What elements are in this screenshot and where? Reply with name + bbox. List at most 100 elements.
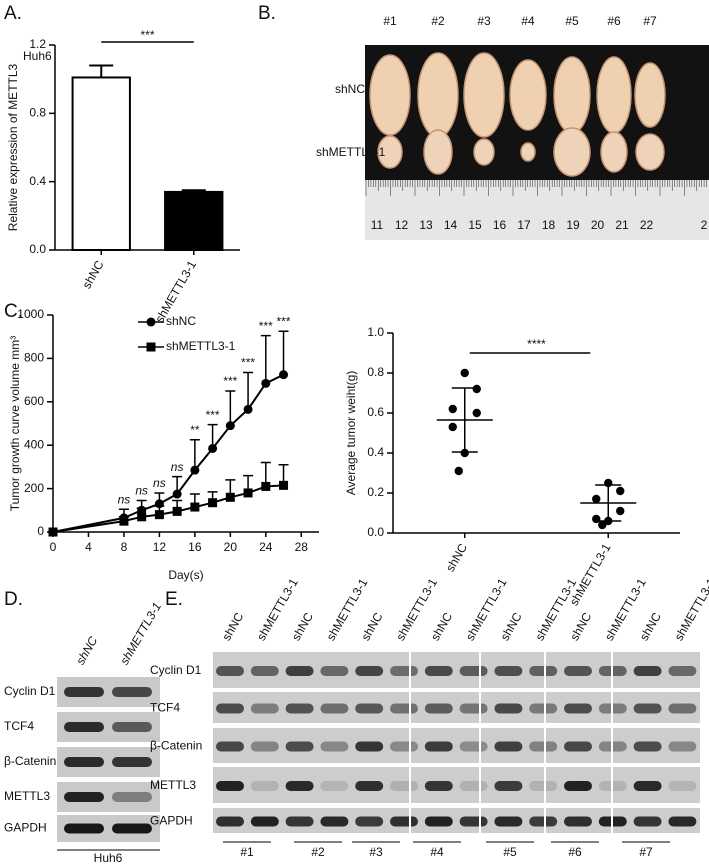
marker (119, 516, 129, 526)
band (216, 816, 244, 827)
lane-label: shNC (637, 610, 664, 643)
band (459, 666, 488, 676)
x-tick-label: 24 (259, 540, 273, 554)
point (616, 486, 625, 496)
series-line (52, 373, 284, 533)
band (424, 781, 453, 791)
band (112, 823, 152, 834)
band (112, 722, 152, 732)
band (564, 703, 592, 714)
band (320, 816, 349, 827)
point (460, 368, 469, 378)
band (285, 666, 314, 676)
significance: *** (140, 28, 154, 42)
tumor (463, 52, 505, 138)
band (529, 781, 558, 791)
band (633, 781, 662, 791)
column-label: #2 (431, 14, 445, 28)
ruler-label: 14 (444, 218, 458, 232)
error-bar (89, 64, 114, 78)
panel-label: A. (4, 3, 22, 24)
band (668, 781, 697, 791)
marker (154, 510, 164, 520)
row-label: METTL3 (4, 789, 50, 803)
marker (261, 481, 271, 491)
band (424, 741, 453, 752)
y-tick-label: 800 (24, 351, 44, 365)
panel-label: E. (165, 589, 183, 610)
marker (208, 443, 218, 453)
marker (261, 378, 271, 388)
error-bar (189, 439, 200, 471)
band (390, 703, 418, 714)
row-label: METTL3 (150, 778, 196, 792)
significance: **** (527, 337, 546, 351)
band (668, 666, 697, 676)
band (320, 666, 349, 676)
y-tick-label: 0.6 (367, 405, 384, 419)
band (494, 781, 523, 791)
ruler-label: 16 (493, 218, 507, 232)
ruler-label: 19 (566, 218, 580, 232)
y-axis-label: Average tumor weiht(g) (344, 371, 358, 496)
band (64, 823, 104, 834)
marker (225, 492, 235, 502)
band (355, 741, 384, 752)
band (668, 816, 697, 827)
bar (164, 190, 224, 252)
x-tick-label: 4 (85, 540, 92, 554)
y-tick-label: 0.0 (367, 525, 384, 539)
x-tick-label: shNC (79, 258, 106, 291)
significance: ns (135, 484, 148, 498)
x-tick-label: 16 (188, 540, 202, 554)
column-label: #3 (477, 14, 491, 28)
band (494, 703, 523, 714)
band (320, 703, 349, 714)
ruler-label: 13 (419, 218, 433, 232)
band (459, 781, 488, 791)
row-label: GAPDH (150, 814, 193, 828)
band (529, 666, 558, 676)
point (454, 466, 463, 476)
group-label: #1 (240, 845, 254, 859)
band (564, 666, 592, 676)
sd-bar (451, 387, 478, 453)
band (112, 792, 152, 802)
band (668, 703, 697, 714)
row-label: β-Catenin (150, 739, 202, 753)
group-label: #5 (503, 845, 517, 859)
y-tick-label: 600 (24, 394, 44, 408)
y-tick-label: 0.2 (367, 485, 384, 499)
band (633, 703, 662, 714)
tumor (520, 142, 536, 162)
ruler-label: 18 (542, 218, 556, 232)
cell-line-label: Huh6 (94, 851, 123, 864)
y-tick-label: 0.8 (29, 106, 46, 120)
band (64, 722, 104, 732)
band (355, 816, 384, 827)
point (592, 514, 601, 524)
band (564, 781, 592, 791)
x-tick-label: shMETTL3-1 (567, 541, 614, 608)
marker (48, 527, 58, 537)
significance: *** (277, 314, 291, 328)
band (390, 781, 418, 791)
band (320, 741, 349, 752)
lane-label: shMETTL3-1 (117, 600, 164, 667)
band (250, 816, 279, 827)
error-bar (181, 189, 206, 192)
legend-marker (146, 342, 156, 352)
point (460, 448, 469, 458)
row-label: β-Catenin (4, 754, 56, 768)
tumor (553, 56, 591, 134)
x-tick-label: shNC (443, 541, 470, 574)
error-bar (278, 330, 289, 375)
error-bar (243, 371, 254, 410)
marker (279, 370, 289, 380)
marker (208, 498, 218, 508)
marker (137, 512, 147, 522)
tumor (509, 59, 547, 131)
band (424, 816, 453, 827)
